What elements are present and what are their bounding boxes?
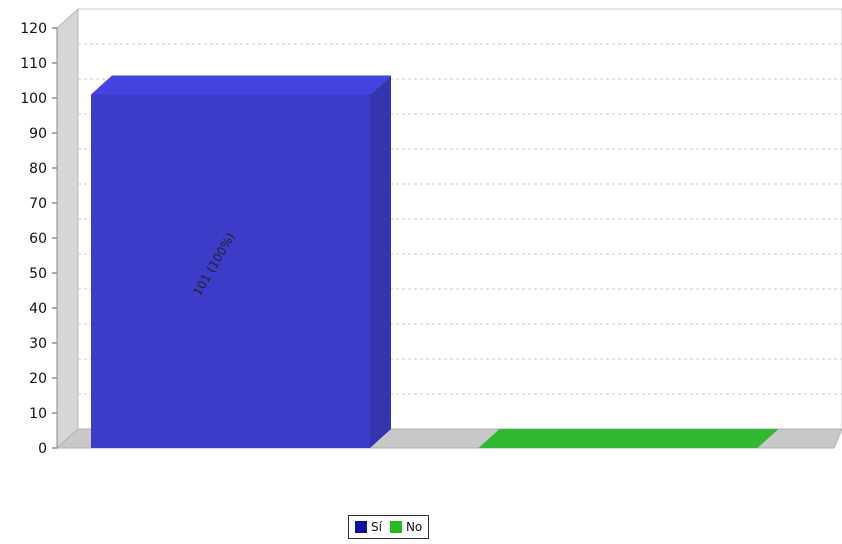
y-tick-label: 70	[29, 196, 47, 212]
y-tick-label: 110	[20, 56, 47, 72]
y-tick-label: 10	[29, 406, 47, 422]
y-tick-label: 20	[29, 371, 47, 387]
y-tick-label: 0	[38, 441, 47, 457]
legend-label-si: Sí	[371, 520, 382, 534]
side-wall	[56, 7, 79, 450]
y-tick-label: 60	[29, 231, 47, 247]
y-tick-label: 80	[29, 161, 47, 177]
legend-swatch-no	[389, 521, 402, 533]
y-axis: 0 10 20 30 40 50 60 70 80 90 100 110 120	[20, 21, 58, 457]
y-tick-label: 120	[20, 21, 47, 37]
legend-item-no: No	[389, 520, 423, 534]
bar-no-top	[478, 429, 779, 448]
y-tick-label: 50	[29, 266, 47, 282]
legend: Sí No	[348, 515, 430, 539]
bar-si-side	[370, 75, 391, 448]
legend-item-si: Sí	[355, 520, 382, 534]
bar-si-top	[91, 75, 391, 95]
y-tick-label: 100	[20, 91, 47, 107]
legend-swatch-si	[355, 521, 367, 533]
bars	[91, 75, 779, 448]
y-tick-label: 90	[29, 126, 47, 142]
y-tick-label: 40	[29, 301, 47, 317]
y-tick-label: 30	[29, 336, 47, 352]
bar-si-front	[91, 94, 370, 448]
legend-label-no: No	[405, 520, 423, 534]
